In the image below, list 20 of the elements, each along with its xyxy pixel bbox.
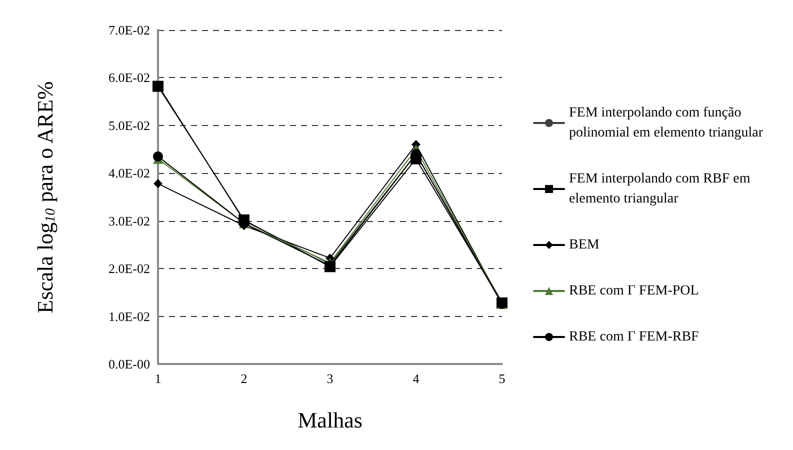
y-tick-label: 4.0E-02 [108,166,150,181]
x-tick-label: 3 [326,371,334,386]
x-tick-label: 4 [412,371,420,386]
y-tick-label: 0.0E-00 [108,356,150,372]
x-axis-title: Malhas [298,408,362,432]
y-tick-label: 7.0E-02 [108,22,150,38]
legend-label: RBE com Γ FEM-POL [569,284,699,298]
legend-label: BEM [569,238,600,252]
x-tick-label: 2 [240,371,248,386]
legend-label: FEM interpolando com RBF em elemento triangular [569,172,754,206]
y-tick-label: 2.0E-02 [108,261,150,276]
legend-label: RBE com Γ FEM-RBF [569,330,700,344]
y-tick-label: 6.0E-02 [108,70,150,86]
legend-label: FEM interpolando com função polinomial em elemento triangular [569,106,764,140]
x-tick-label: 5 [498,371,506,386]
y-tick-label: 1.0E-02 [108,308,150,324]
x-tick-label: 1 [154,371,162,386]
y-tick-label: 3.0E-02 [108,213,150,228]
y-axis-title: Escala log10 para o ARE% [32,81,58,314]
y-tick-label: 5.0E-02 [108,118,150,133]
